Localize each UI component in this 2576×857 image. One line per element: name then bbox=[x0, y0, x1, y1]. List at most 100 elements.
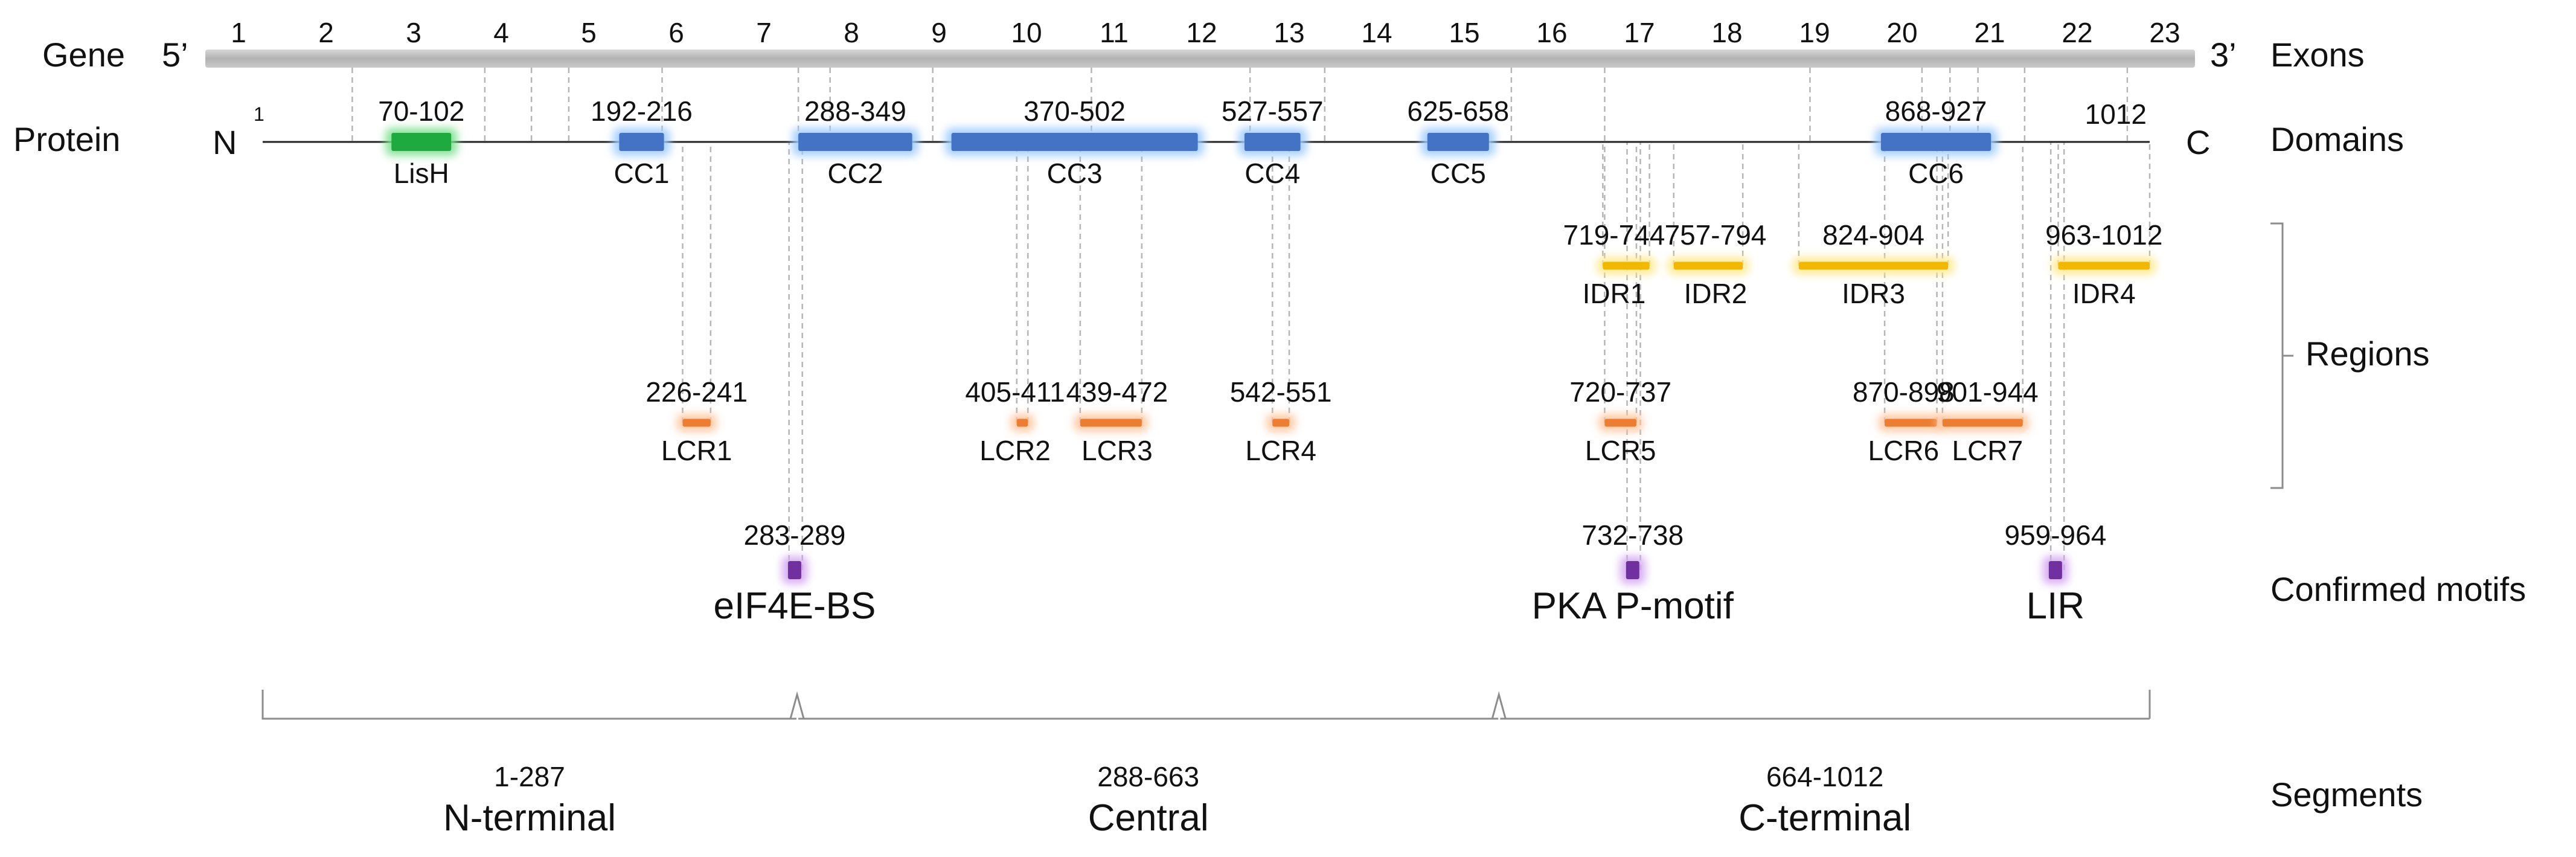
exon-number-16: 16 bbox=[1536, 17, 1567, 48]
lir-name-label: LIR bbox=[2027, 585, 2084, 627]
eif4e-bs-name-label: eIF4E-BS bbox=[714, 585, 876, 627]
lcr1-name-label: LCR1 bbox=[661, 435, 732, 466]
idr1-name-label: IDR1 bbox=[1583, 278, 1646, 309]
cc3-range-label: 370-502 bbox=[1024, 95, 1126, 127]
idr2-range-label: 757-794 bbox=[1665, 219, 1767, 251]
idr1-range-label: 719-744 bbox=[1563, 219, 1665, 251]
exon-number-11: 11 bbox=[1100, 17, 1129, 48]
gene-bar bbox=[205, 50, 2195, 68]
cc3-bar bbox=[951, 133, 1198, 151]
lcr1-feature: 226-241 LCR1 bbox=[646, 376, 748, 466]
eif4e-bs-range-label: 283-289 bbox=[744, 519, 846, 551]
lir-range-label: 959-964 bbox=[2004, 519, 2106, 551]
exon-number-10: 10 bbox=[1011, 17, 1042, 48]
cc1-feature: 192-216 CC1 bbox=[591, 95, 693, 189]
cc2-bar bbox=[798, 133, 912, 151]
lcr2-bar bbox=[1016, 419, 1028, 427]
lish-range-label: 70-102 bbox=[378, 95, 464, 127]
cc5-feature: 625-658 CC5 bbox=[1407, 95, 1509, 189]
idr3-feature: 824-904 IDR3 bbox=[1792, 219, 1955, 309]
segment-c-terminal: 664-1012 C-terminal bbox=[1500, 690, 2151, 839]
exon-number-23: 23 bbox=[2149, 17, 2180, 48]
exon-number-9: 9 bbox=[931, 17, 947, 48]
three-prime-label: 3’ bbox=[2210, 36, 2237, 74]
protein-end-label: 1012 bbox=[2085, 98, 2147, 130]
lcr-features: 226-241 LCR1 405-411 LCR2 439-472 LCR3 542-551… bbox=[646, 376, 2039, 466]
exon-number-13: 13 bbox=[1274, 17, 1304, 48]
exon-number-17: 17 bbox=[1624, 17, 1655, 48]
pka-p-motif-name-label: PKA P-motif bbox=[1532, 585, 1734, 627]
regions-bracket bbox=[2270, 222, 2293, 489]
cc5-range-label: 625-658 bbox=[1407, 95, 1509, 127]
segment-n-terminal: 1-287 N-terminal bbox=[261, 690, 805, 839]
lcr4-feature: 542-551 LCR4 bbox=[1230, 376, 1332, 466]
cc4-feature: 527-557 CC4 bbox=[1222, 95, 1324, 189]
exon-number-1: 1 bbox=[231, 17, 246, 48]
cc1-name-label: CC1 bbox=[614, 158, 669, 189]
domain-features: 70-102 LisH 192-216 CC1 288-349 CC2 370-502 CC3… bbox=[378, 95, 1998, 189]
motif-features: 283-289 eIF4E-BS 732-738 PKA P-motif 959-964… bbox=[714, 519, 2107, 627]
segment-features: 1-287 N-terminal 288-663 Central 664-1012 C-t… bbox=[261, 690, 2151, 839]
five-prime-label: 5’ bbox=[162, 36, 188, 74]
gene-label: Gene bbox=[42, 36, 125, 74]
exon-number-12: 12 bbox=[1186, 17, 1217, 48]
lcr7-feature: 901-944 LCR7 bbox=[1936, 376, 2039, 466]
exon-number-2: 2 bbox=[318, 17, 334, 48]
idr4-name-label: IDR4 bbox=[2072, 278, 2136, 309]
lcr7-range-label: 901-944 bbox=[1937, 376, 2039, 408]
segment-c-terminal-range-label: 664-1012 bbox=[1766, 761, 1883, 792]
segment-n-terminal-name-label: N-terminal bbox=[443, 797, 616, 839]
lcr5-bar bbox=[1604, 419, 1636, 427]
lcr1-range-label: 226-241 bbox=[646, 376, 748, 408]
exon-number-20: 20 bbox=[1886, 17, 1917, 48]
lcr6-range-label: 870-898 bbox=[1853, 376, 1955, 408]
lish-bar bbox=[391, 133, 452, 151]
cc5-name-label: CC5 bbox=[1431, 158, 1486, 189]
gene-row: Gene 5’ 3’ 1 2 3 4 5 6 7 8 9 10 11 12 13 14 15 16 17 18 19… bbox=[42, 17, 2365, 74]
lir-feature: 959-964 LIR bbox=[2004, 519, 2106, 627]
cc6-name-label: CC6 bbox=[1908, 158, 1964, 189]
lcr3-range-label: 439-472 bbox=[1066, 376, 1168, 408]
exon-number-4: 4 bbox=[493, 17, 509, 48]
lcr1-bar bbox=[682, 419, 711, 427]
cc5-bar bbox=[1427, 133, 1489, 151]
exon-number-22: 22 bbox=[2062, 17, 2092, 48]
lcr6-bar bbox=[1885, 419, 1937, 427]
cc4-name-label: CC4 bbox=[1245, 158, 1300, 189]
pka-p-motif-feature: 732-738 PKA P-motif bbox=[1532, 519, 1734, 627]
cc6-bar bbox=[1880, 133, 1991, 151]
idr4-bar bbox=[2058, 262, 2150, 270]
lcr2-feature: 405-411 LCR2 bbox=[965, 376, 1065, 466]
cc2-range-label: 288-349 bbox=[804, 95, 906, 127]
idr2-name-label: IDR2 bbox=[1684, 278, 1748, 309]
lcr2-range-label: 405-411 bbox=[965, 376, 1065, 408]
idr4-range-label: 963-1012 bbox=[2045, 219, 2162, 251]
exon-number-6: 6 bbox=[668, 17, 684, 48]
idr4-feature: 963-1012 IDR4 bbox=[2045, 219, 2162, 309]
lcr6-feature: 870-898 LCR6 bbox=[1853, 376, 1955, 466]
protein-row: Protein N 1 1012 C Domains bbox=[13, 98, 2404, 161]
domains-heading: Domains bbox=[2270, 120, 2404, 158]
cc4-range-label: 527-557 bbox=[1222, 95, 1324, 127]
cc2-name-label: CC2 bbox=[827, 158, 883, 189]
exon-number-15: 15 bbox=[1449, 17, 1479, 48]
cc4-bar bbox=[1244, 133, 1301, 151]
segment-central-name-label: Central bbox=[1088, 797, 1209, 839]
lcr3-name-label: LCR3 bbox=[1081, 435, 1153, 466]
exon-number-7: 7 bbox=[756, 17, 772, 48]
exon-number-14: 14 bbox=[1361, 17, 1392, 48]
lcr3-feature: 439-472 LCR3 bbox=[1066, 376, 1168, 466]
exons-heading: Exons bbox=[2270, 36, 2365, 74]
lcr4-bar bbox=[1272, 419, 1290, 427]
cc6-feature: 868-927 CC6 bbox=[1874, 95, 1998, 189]
segment-central-junction bbox=[1491, 691, 1507, 719]
cc3-name-label: CC3 bbox=[1047, 158, 1103, 189]
exon-number-19: 19 bbox=[1799, 17, 1830, 48]
idr3-bar bbox=[1798, 262, 1949, 270]
idr1-feature: 719-744 IDR1 bbox=[1563, 219, 1665, 309]
segments-heading: Segments bbox=[2270, 775, 2423, 814]
segment-n-terminal-range-label: 1-287 bbox=[494, 761, 565, 792]
cc1-bar bbox=[619, 133, 664, 151]
idr2-bar bbox=[1673, 262, 1743, 270]
segment-n-terminal-junction bbox=[789, 691, 805, 719]
